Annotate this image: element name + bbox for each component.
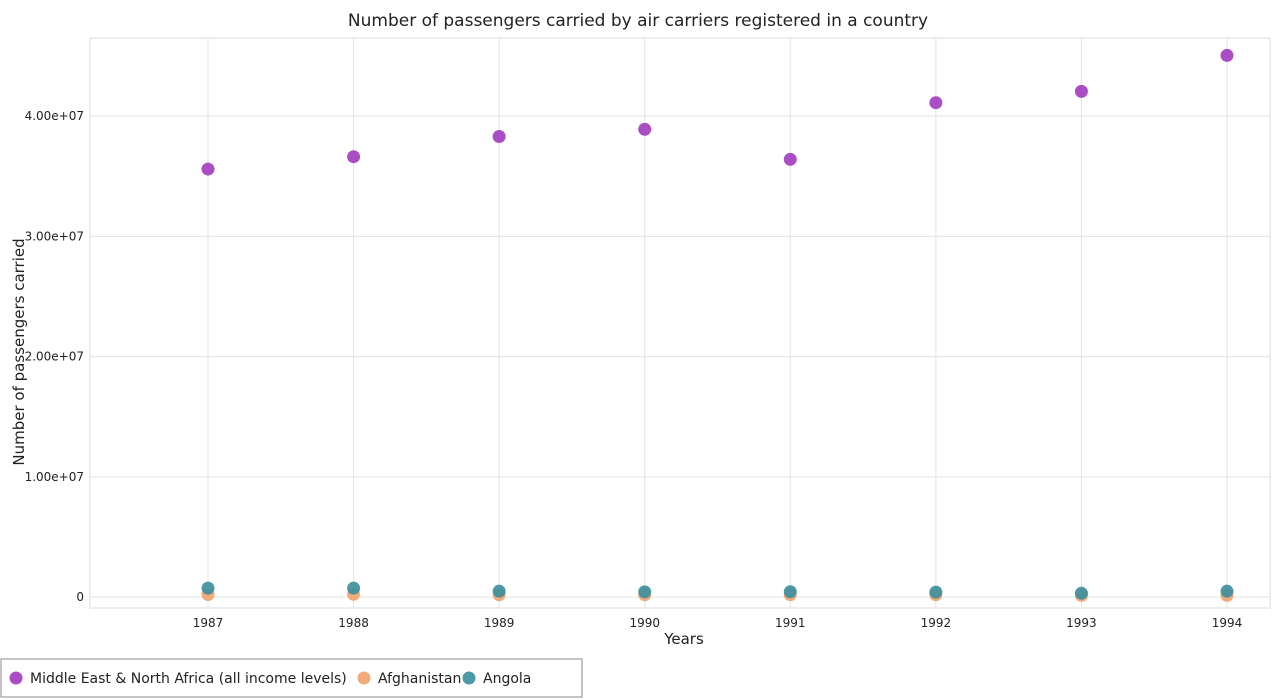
y-tick-label: 4.00e+07 — [25, 109, 84, 123]
x-tick-label: 1992 — [921, 616, 952, 630]
data-point-1 — [201, 162, 215, 176]
legend-label: Angola — [483, 671, 531, 687]
data-point-3 — [201, 581, 215, 595]
points-layer — [201, 48, 1234, 602]
data-point-1 — [1074, 84, 1088, 98]
legend-marker — [462, 671, 476, 685]
legend-box — [0, 658, 583, 698]
x-tick-label: 1993 — [1066, 616, 1097, 630]
x-tick-label: 1991 — [775, 616, 806, 630]
legend-marker — [357, 671, 371, 685]
x-axis-label: Years — [663, 630, 704, 648]
y-tick-label: 2.00e+07 — [25, 350, 84, 364]
data-point-1 — [492, 129, 506, 143]
data-point-3 — [638, 585, 652, 599]
data-point-1 — [638, 122, 652, 136]
legend: Middle East & North Africa (all income l… — [0, 658, 583, 698]
y-tick-label: 1.00e+07 — [25, 470, 84, 484]
data-point-1 — [929, 96, 943, 110]
data-point-1 — [1220, 48, 1234, 62]
y-tick-label: 0 — [76, 590, 84, 604]
data-point-3 — [929, 585, 943, 599]
y-axis-label: Number of passengers carried — [10, 238, 28, 465]
data-point-3 — [783, 585, 797, 599]
legend-marker — [9, 671, 23, 685]
legend-label: Middle East & North Africa (all income l… — [30, 671, 347, 687]
x-tick-label: 1990 — [629, 616, 660, 630]
y-tick-label: 3.00e+07 — [25, 229, 84, 243]
x-tick-label: 1994 — [1212, 616, 1243, 630]
plot-frame — [89, 37, 1271, 609]
data-point-3 — [492, 584, 506, 598]
x-tick-label: 1988 — [338, 616, 369, 630]
grid-layer — [90, 38, 1270, 608]
legend-label: Afghanistan — [378, 671, 461, 687]
chart-title: Number of passengers carried by air carr… — [348, 11, 928, 31]
data-point-1 — [347, 150, 361, 164]
x-tick-label: 1987 — [193, 616, 224, 630]
data-point-3 — [1074, 586, 1088, 600]
data-point-3 — [347, 581, 361, 595]
data-point-3 — [1220, 584, 1234, 598]
x-tick-label: 1989 — [484, 616, 515, 630]
data-point-1 — [783, 152, 797, 166]
axes-layer: 0 1.00e+07 2.00e+07 3.00e+07 4.00e+07 1987 198… — [25, 37, 1271, 630]
